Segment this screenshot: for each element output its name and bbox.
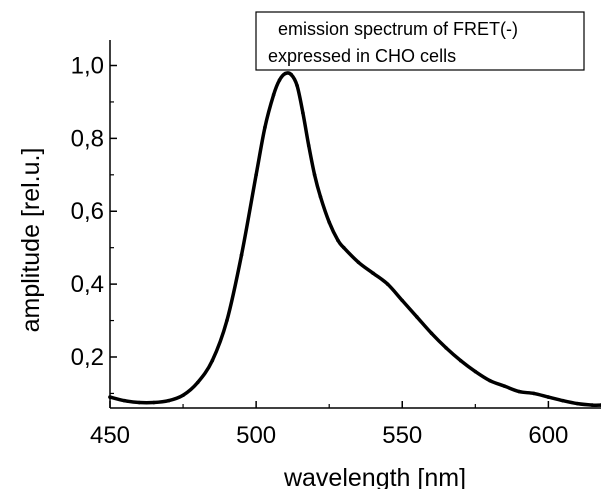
data-point — [312, 173, 317, 177]
data-point — [254, 173, 258, 177]
data-point — [318, 194, 323, 199]
data-point — [458, 358, 463, 363]
data-point — [415, 315, 419, 319]
data-point — [195, 380, 200, 385]
y-tick-label: 0,6 — [71, 198, 104, 225]
data-point — [225, 318, 229, 323]
data-point — [210, 358, 215, 363]
data-point — [166, 398, 171, 403]
x-axis-label: wavelength [nm] — [283, 464, 466, 489]
x-tick-label: 600 — [528, 422, 568, 449]
data-point — [546, 395, 551, 399]
data-point — [488, 378, 492, 383]
data-point — [295, 83, 299, 88]
data-point — [429, 331, 434, 336]
data-point — [277, 78, 282, 82]
data-point — [271, 92, 276, 97]
y-axis-label: amplitude [rel.u.] — [17, 148, 45, 333]
data-point — [327, 220, 332, 224]
data-point — [239, 253, 244, 257]
x-tick-label: 450 — [90, 422, 130, 449]
data-point — [517, 389, 521, 394]
data-point — [385, 282, 390, 286]
x-tick-label: 500 — [236, 422, 276, 449]
data-point — [531, 391, 536, 396]
y-tick-label: 1,0 — [71, 53, 104, 80]
y-tick-label: 0,8 — [71, 125, 104, 152]
data-point — [473, 369, 478, 374]
data-point — [263, 125, 267, 130]
data-point — [342, 245, 346, 250]
data-point — [400, 298, 405, 303]
data-point — [371, 271, 375, 275]
data-point — [502, 384, 507, 388]
data-point — [356, 260, 361, 265]
y-tick-label: 0,2 — [71, 344, 104, 371]
x-tick-label: 550 — [382, 422, 422, 449]
data-point — [289, 72, 294, 77]
y-tick-label: 0,4 — [71, 271, 104, 298]
legend-line-1: emission spectrum of FRET(-) — [278, 19, 518, 39]
data-point — [181, 393, 185, 398]
legend-line-2: expressed in CHO cells — [268, 46, 456, 66]
data-point — [336, 238, 340, 243]
data-point — [444, 346, 448, 350]
data-point — [108, 395, 112, 399]
data-point — [122, 398, 127, 403]
data-point — [137, 400, 142, 405]
data-point — [301, 111, 305, 115]
legend-frame — [255, 11, 585, 71]
legend-box: emission spectrum of FRET(-) expressed i… — [255, 11, 585, 71]
spectrum-line — [108, 71, 601, 407]
data-point — [283, 71, 288, 76]
data-point — [306, 143, 311, 148]
data-point — [590, 403, 595, 407]
data-point — [575, 401, 580, 406]
data-point — [152, 400, 156, 405]
data-point — [561, 398, 565, 403]
plot-area: 450 500 550 600 0,2 0,4 0,6 0,8 1,0 — [71, 40, 601, 449]
